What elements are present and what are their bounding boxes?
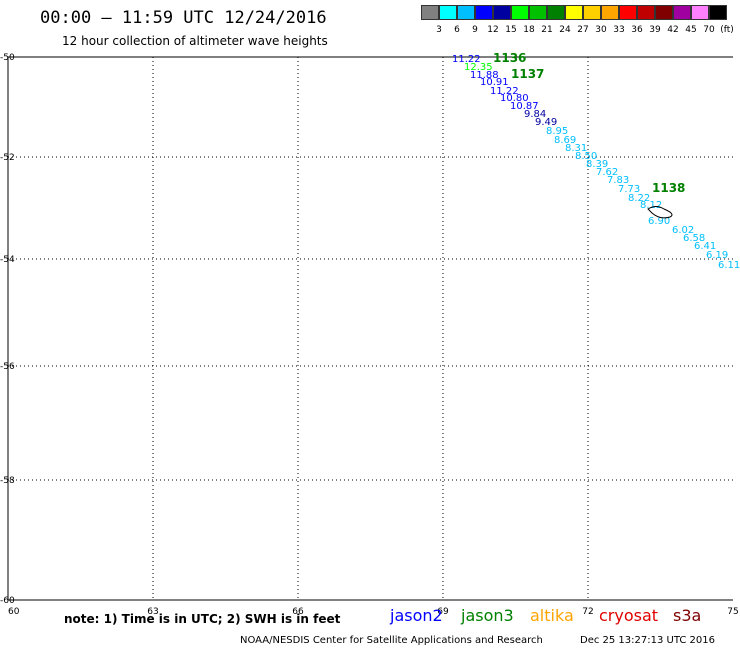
scale-swatch bbox=[457, 5, 475, 20]
credit-line: NOAA/NESDIS Center for Satellite Applica… bbox=[240, 635, 543, 646]
scale-swatch bbox=[547, 5, 565, 20]
pass-number-label: 1138 bbox=[652, 181, 685, 195]
wave-height-value: 6.11 bbox=[718, 260, 740, 271]
satellite-altika: altika bbox=[530, 606, 574, 625]
scale-label: 6 bbox=[454, 25, 460, 35]
longitude-label: 69 bbox=[437, 607, 449, 617]
scale-label: 12 bbox=[487, 25, 499, 35]
wave-height-value: 7.83 bbox=[607, 175, 629, 186]
latitude-label: -56 bbox=[0, 362, 15, 372]
scale-label: 27 bbox=[577, 25, 589, 35]
footer-note: note: 1) Time is in UTC; 2) SWH is in fe… bbox=[64, 612, 341, 626]
scale-swatch bbox=[565, 5, 583, 20]
satellite-jason2: jason2 bbox=[390, 606, 443, 625]
island-outline bbox=[647, 206, 673, 219]
wave-height-value: 11.88 bbox=[470, 70, 499, 81]
scale-label: 42 bbox=[667, 25, 679, 35]
wave-height-value: 6.41 bbox=[694, 241, 716, 252]
scale-label: 24 bbox=[559, 25, 571, 35]
wave-height-value: 7.73 bbox=[618, 184, 640, 195]
wave-height-value: 6.58 bbox=[683, 233, 705, 244]
chart-subtitle: 12 hour collection of altimeter wave hei… bbox=[62, 34, 328, 48]
scale-label: 3 bbox=[436, 25, 442, 35]
wave-height-value: 8.12 bbox=[640, 200, 662, 211]
scale-swatch bbox=[439, 5, 457, 20]
scale-swatch bbox=[637, 5, 655, 20]
longitude-label: 75 bbox=[727, 607, 738, 617]
wave-height-value: 10.80 bbox=[500, 93, 529, 104]
longitude-label: 63 bbox=[147, 607, 158, 617]
scale-swatch bbox=[421, 5, 439, 20]
scale-swatch bbox=[619, 5, 637, 20]
scale-label: 39 bbox=[649, 25, 661, 35]
satellite-s3a: s3a bbox=[673, 606, 702, 625]
scale-swatch bbox=[511, 5, 529, 20]
scale-label: 30 bbox=[595, 25, 607, 35]
scale-label: 45 bbox=[685, 25, 697, 35]
scale-swatch bbox=[475, 5, 493, 20]
longitude-label: 66 bbox=[292, 607, 304, 617]
wave-height-value: 8.39 bbox=[586, 159, 608, 170]
scale-swatch bbox=[583, 5, 601, 20]
longitude-label: 60 bbox=[8, 607, 20, 617]
wave-height-value: 8.95 bbox=[546, 126, 568, 137]
wave-height-value: 10.87 bbox=[510, 101, 539, 112]
scale-label: 15 bbox=[505, 25, 517, 35]
scale-swatch bbox=[691, 5, 709, 20]
latitude-label: -52 bbox=[0, 153, 15, 163]
scale-swatch bbox=[709, 5, 727, 20]
wave-height-value: 6.90 bbox=[648, 216, 670, 227]
latitude-label: -58 bbox=[0, 476, 15, 486]
scale-swatch bbox=[673, 5, 691, 20]
satellite-cryosat: cryosat bbox=[599, 606, 659, 625]
wave-height-value: 8.69 bbox=[554, 135, 576, 146]
scale-label: 33 bbox=[613, 25, 625, 35]
latitude-label: -50 bbox=[0, 53, 15, 63]
latitude-label: -60 bbox=[0, 596, 15, 606]
wave-height-value: 9.49 bbox=[535, 117, 557, 128]
wave-height-value: 8.31 bbox=[565, 143, 587, 154]
wave-height-value: 7.62 bbox=[596, 167, 618, 178]
wave-height-value: 11.22 bbox=[452, 54, 481, 65]
wave-height-value: 10.91 bbox=[480, 77, 509, 88]
timestamp: Dec 25 13:27:13 UTC 2016 bbox=[580, 635, 715, 646]
wave-height-value: 9.84 bbox=[524, 109, 546, 120]
wave-height-value: 6.19 bbox=[706, 250, 728, 261]
longitude-label: 72 bbox=[582, 607, 593, 617]
scale-swatch bbox=[655, 5, 673, 20]
wave-height-value: 12.35 bbox=[464, 62, 493, 73]
scale-label: 21 bbox=[541, 25, 553, 35]
wave-height-value: 8.22 bbox=[628, 193, 650, 204]
pass-number-label: 1136 bbox=[493, 51, 526, 65]
scale-label: (ft) bbox=[720, 25, 734, 35]
scale-swatch bbox=[601, 5, 619, 20]
scale-swatch bbox=[493, 5, 511, 20]
scale-label: 70 bbox=[703, 25, 715, 35]
chart-title: 00:00 – 11:59 UTC 12/24/2016 bbox=[40, 8, 327, 28]
scale-swatch bbox=[529, 5, 547, 20]
wave-height-value: 11.22 bbox=[490, 86, 519, 97]
wave-height-value: 8.50 bbox=[575, 151, 597, 162]
satellite-jason3: jason3 bbox=[461, 606, 514, 625]
pass-number-label: 1137 bbox=[511, 67, 544, 81]
wave-height-value: 6.02 bbox=[672, 225, 694, 236]
scale-label: 9 bbox=[472, 25, 478, 35]
latitude-label: -54 bbox=[0, 255, 15, 265]
scale-label: 36 bbox=[631, 25, 643, 35]
scale-label: 18 bbox=[523, 25, 535, 35]
